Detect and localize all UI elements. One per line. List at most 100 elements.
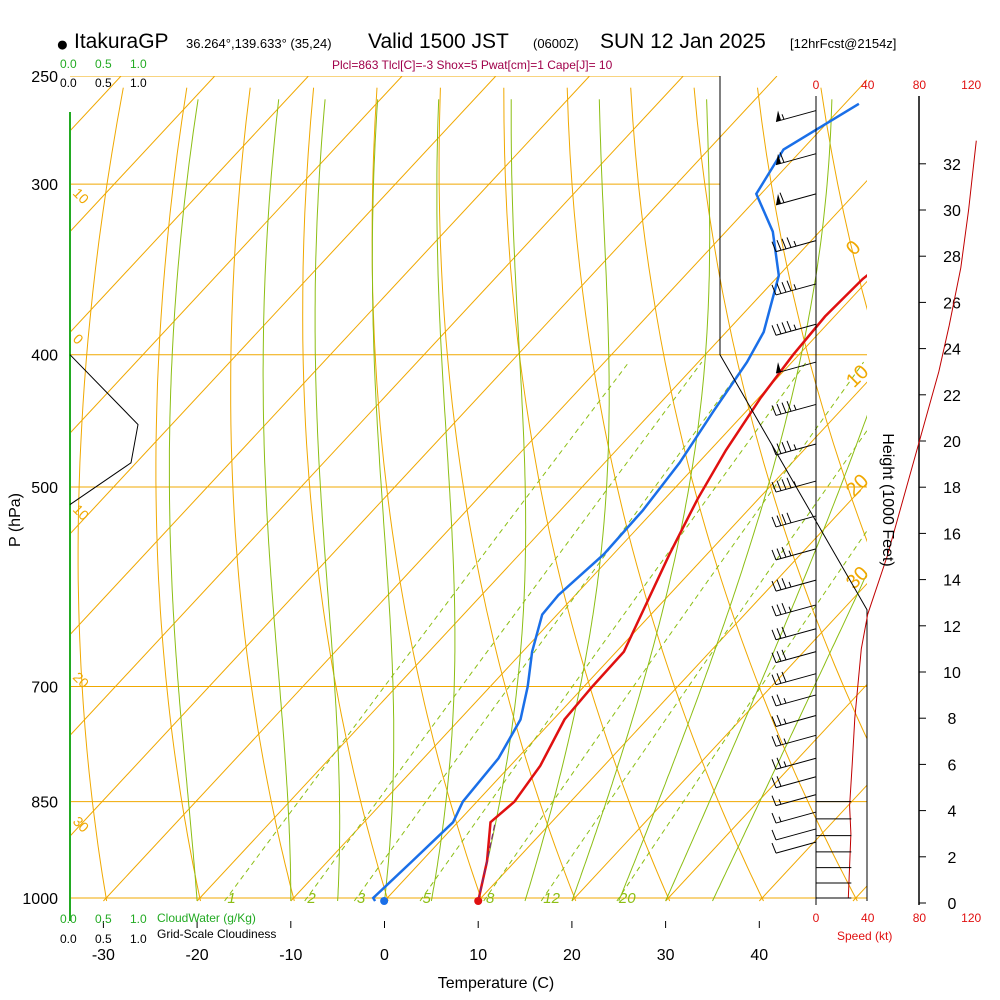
parcel-parameters: Plcl=863 Tlcl[C]=-3 Shox=5 Pwat[cm]=1 Ca… [332,58,613,72]
wind-barb [775,110,817,123]
wind-barb [771,757,817,770]
speed-tick-bottom: 0 [813,911,820,925]
dry-adiabat [820,87,867,311]
mixing-ratio-line [483,361,865,902]
height-tick-8: 8 [948,711,957,728]
cloud-tick: 0.0 [60,912,77,926]
speed-tick-top: 0 [813,78,820,92]
mixing-ratio-line [224,361,630,902]
dry-adiabat [77,87,124,902]
dry-adiabat [438,87,577,902]
dry-adiabat [503,87,671,902]
thermo-grid [0,76,867,902]
mixing-ratio-label: 2 [306,890,316,907]
wind-barb [771,440,817,456]
moist-adiabat [314,99,341,902]
isotherm--10 [290,280,867,902]
dry-adiabat [693,87,867,740]
height-tick-30: 30 [943,203,961,220]
mixing-ratio-label: 3 [357,890,366,907]
mixing-ratio-label: 5 [422,890,431,907]
height-tick-26: 26 [943,295,961,312]
moist-adiabat [618,99,833,902]
cloud-tick: 0.5 [95,912,112,926]
wind-barb [771,828,817,841]
isotherm--120 [0,76,27,901]
pressure-tick-1000: 1000 [22,891,58,908]
moist-adiabat [262,99,292,901]
cloud-tick: 0.0 [60,932,77,946]
wind-barb [771,841,817,854]
mixing-ratio-line [353,361,748,902]
x-tick--30: -30 [92,947,115,964]
x-tick-40: 40 [750,947,768,964]
isotherm-30 [665,683,867,902]
zulu-time: (0600Z) [533,36,579,51]
mixing-ratio-line [616,529,867,902]
moist-adiabat [168,99,199,902]
dry-column-boundary [719,76,868,901]
isotherm-label: 20 [842,470,873,501]
wind-barb [771,546,817,561]
moist-adiabat [712,572,867,902]
x-tick-0: 0 [380,947,389,964]
speed-tick-top: 40 [861,78,875,92]
isotherm--110 [70,76,122,132]
cloudiness-profile [69,354,139,505]
wind-barb [771,578,817,592]
dry-adiabat [566,87,764,902]
cloudiness-label: Grid-Scale Cloudiness [157,927,276,941]
height-tick-4: 4 [948,804,957,821]
temperature-line [476,273,867,902]
wind-speed-profile [847,140,977,899]
x-tick-20: 20 [563,947,581,964]
cloud-tick: 0.0 [60,57,77,71]
wind-barb [771,626,817,641]
sounding-series [371,102,867,902]
height-tick-28: 28 [943,249,961,266]
dewpoint-line [371,102,860,902]
height-tick-6: 6 [948,757,957,774]
isotherm-50 [852,885,867,902]
height-tick-18: 18 [943,480,961,497]
pressure-tick-300: 300 [31,177,58,194]
moist-adiabat [665,414,867,902]
isotherm--70 [70,76,497,535]
wind-barb [771,401,817,416]
valid-date: SUN 12 Jan 2025 [600,30,766,53]
wind-barb [771,649,817,664]
dry-adiabat [630,87,858,902]
pressure-tick-850: 850 [31,795,58,812]
wind-barb [771,320,817,336]
x-tick-30: 30 [657,947,675,964]
pressure-tick-250: 250 [31,69,58,86]
y-axis-title: P (hPa) [7,493,24,547]
height-tick-20: 20 [943,434,961,451]
wind-barb [771,714,817,727]
isotherm--60 [70,76,590,636]
mixing-ratio-label: 8 [486,890,495,907]
wind-barb [771,734,817,747]
speed-tick-top: 120 [961,78,981,92]
isotherm--90 [70,76,309,334]
wind-barb [771,237,817,253]
cloud-water-label: CloudWater (g/Kg) [157,911,256,925]
height-axis-title: Height (1000 Feet) [879,433,896,566]
wind-barb [771,280,817,296]
height-speed-panel: 0246810121416182022242628303200404080801… [813,78,982,925]
height-tick-32: 32 [943,157,961,174]
pressure-tick-500: 500 [31,480,58,497]
wind-barb [771,811,817,824]
moist-adiabat [371,99,395,902]
moist-adiabat [477,99,527,902]
x-tick--10: -10 [279,947,302,964]
wind-barb [775,192,817,206]
station-coords: 36.264°,139.633° (35,24) [186,36,332,51]
speed-tick-top: 80 [913,78,927,92]
cloud-tick: 0.0 [60,76,77,90]
dry-adiabat-label: 10 [70,185,92,207]
surface-temp-marker [474,897,483,905]
x-tick--20: -20 [186,947,209,964]
height-tick-12: 12 [943,619,961,636]
mixing-ratio-line [419,361,807,902]
